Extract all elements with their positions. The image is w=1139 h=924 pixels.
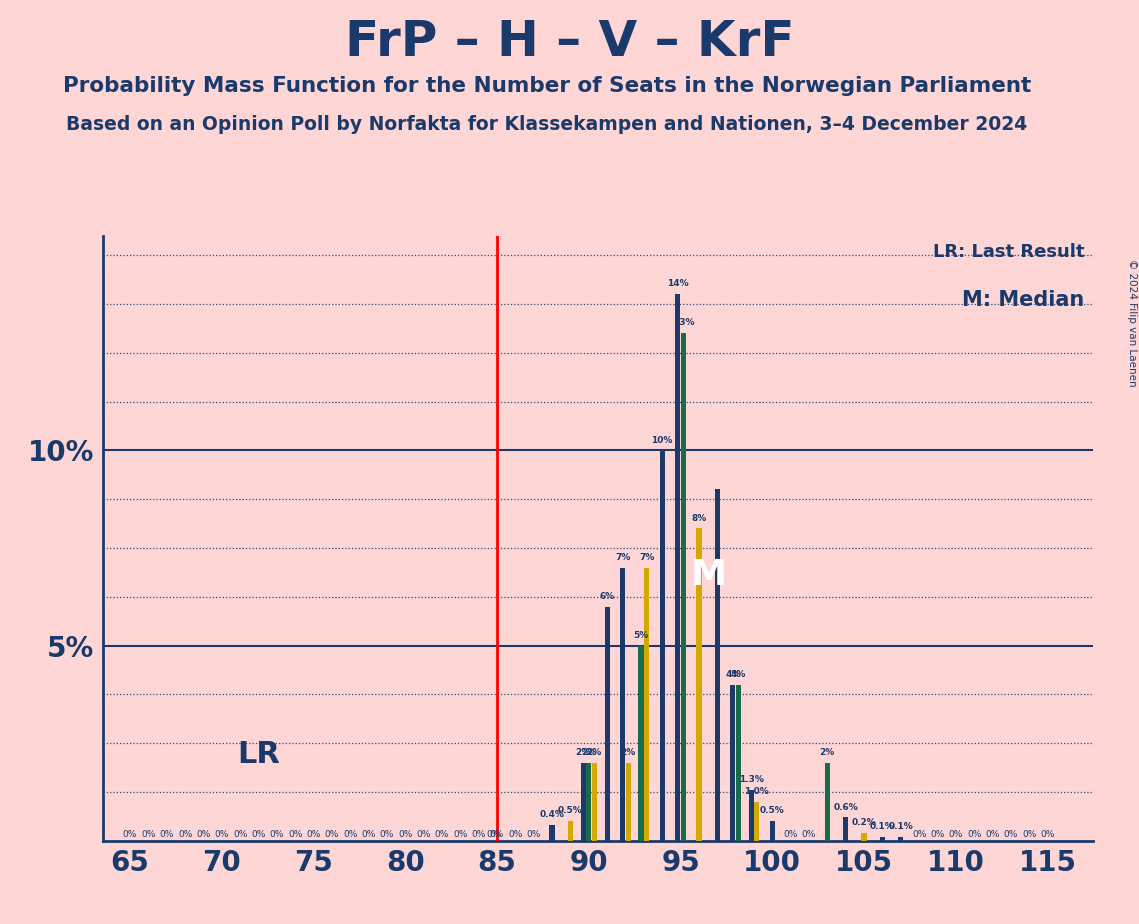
Text: 0%: 0%	[453, 831, 467, 839]
Bar	[825, 762, 830, 841]
Text: 0%: 0%	[417, 831, 431, 839]
Text: 0%: 0%	[141, 831, 156, 839]
Text: 0%: 0%	[472, 831, 486, 839]
Text: 6%: 6%	[599, 591, 615, 601]
Text: 13%: 13%	[672, 319, 694, 327]
Text: 0%: 0%	[178, 831, 192, 839]
Text: 0%: 0%	[361, 831, 376, 839]
Bar	[770, 821, 775, 841]
Bar	[899, 837, 903, 841]
Text: 2%: 2%	[581, 748, 597, 757]
Text: 0%: 0%	[196, 831, 211, 839]
Bar	[581, 762, 585, 841]
Text: 0%: 0%	[1040, 831, 1055, 839]
Text: 0%: 0%	[252, 831, 265, 839]
Text: 0%: 0%	[1022, 831, 1036, 839]
Text: 0%: 0%	[1003, 831, 1018, 839]
Bar	[879, 837, 885, 841]
Text: 0.1%: 0.1%	[870, 822, 895, 831]
Text: 0%: 0%	[985, 831, 1000, 839]
Text: 0.2%: 0.2%	[852, 818, 876, 827]
Text: LR: Last Result: LR: Last Result	[933, 243, 1084, 261]
Text: 0.6%: 0.6%	[834, 803, 858, 811]
Text: 0.5%: 0.5%	[760, 807, 785, 816]
Text: 4%: 4%	[731, 670, 746, 679]
Bar	[714, 490, 720, 841]
Text: M: Median: M: Median	[962, 290, 1084, 310]
Bar	[587, 762, 591, 841]
Text: 0%: 0%	[379, 831, 394, 839]
Text: 0.4%: 0.4%	[540, 810, 565, 820]
Text: 14%: 14%	[667, 279, 689, 288]
Text: 7%: 7%	[639, 553, 654, 562]
Text: 0%: 0%	[508, 831, 523, 839]
Text: FrP – H – V – KrF: FrP – H – V – KrF	[345, 18, 794, 67]
Text: 0%: 0%	[325, 831, 339, 839]
Text: 2%: 2%	[621, 748, 636, 757]
Bar	[591, 762, 597, 841]
Text: 0%: 0%	[912, 831, 926, 839]
Text: M: M	[691, 558, 727, 592]
Text: 0.1%: 0.1%	[888, 822, 913, 831]
Text: LR: LR	[237, 740, 280, 770]
Text: 0%: 0%	[288, 831, 302, 839]
Text: 1.3%: 1.3%	[739, 775, 763, 784]
Text: 0%: 0%	[931, 831, 944, 839]
Text: 5%: 5%	[633, 631, 649, 639]
Text: 0%: 0%	[802, 831, 817, 839]
Bar	[748, 790, 754, 841]
Bar	[696, 529, 702, 841]
Text: 0%: 0%	[526, 831, 541, 839]
Text: 0%: 0%	[123, 831, 137, 839]
Text: Probability Mass Function for the Number of Seats in the Norwegian Parliament: Probability Mass Function for the Number…	[63, 76, 1031, 96]
Text: 8%: 8%	[691, 514, 706, 523]
Text: 0%: 0%	[435, 831, 449, 839]
Text: 4%: 4%	[726, 670, 740, 679]
Text: © 2024 Filip van Laenen: © 2024 Filip van Laenen	[1126, 259, 1137, 386]
Bar	[754, 802, 760, 841]
Bar	[620, 567, 625, 841]
Text: 0%: 0%	[343, 831, 358, 839]
Bar	[639, 646, 644, 841]
Text: 2%: 2%	[587, 748, 601, 757]
Bar	[659, 450, 665, 841]
Text: 0%: 0%	[270, 831, 284, 839]
Text: Based on an Opinion Poll by Norfakta for Klassekampen and Nationen, 3–4 December: Based on an Opinion Poll by Norfakta for…	[66, 116, 1027, 135]
Text: 0%: 0%	[306, 831, 321, 839]
Text: 0%: 0%	[490, 831, 505, 839]
Bar	[681, 334, 686, 841]
Text: 0.5%: 0.5%	[558, 807, 583, 816]
Text: 2%: 2%	[820, 748, 835, 757]
Bar	[644, 567, 649, 841]
Bar	[675, 294, 680, 841]
Text: 1.0%: 1.0%	[744, 787, 769, 796]
Text: 2%: 2%	[575, 748, 591, 757]
Text: 7%: 7%	[615, 553, 630, 562]
Text: 0%: 0%	[486, 831, 500, 839]
Bar	[549, 825, 555, 841]
Text: 0%: 0%	[233, 831, 247, 839]
Bar	[861, 833, 867, 841]
Bar	[625, 762, 631, 841]
Bar	[568, 821, 573, 841]
Text: 0%: 0%	[159, 831, 174, 839]
Bar	[843, 818, 849, 841]
Bar	[730, 685, 736, 841]
Text: 0%: 0%	[949, 831, 962, 839]
Bar	[736, 685, 741, 841]
Text: 0%: 0%	[399, 831, 412, 839]
Text: 0%: 0%	[784, 831, 797, 839]
Text: 10%: 10%	[652, 435, 673, 444]
Bar	[605, 606, 609, 841]
Text: 0%: 0%	[214, 831, 229, 839]
Text: 0%: 0%	[967, 831, 982, 839]
